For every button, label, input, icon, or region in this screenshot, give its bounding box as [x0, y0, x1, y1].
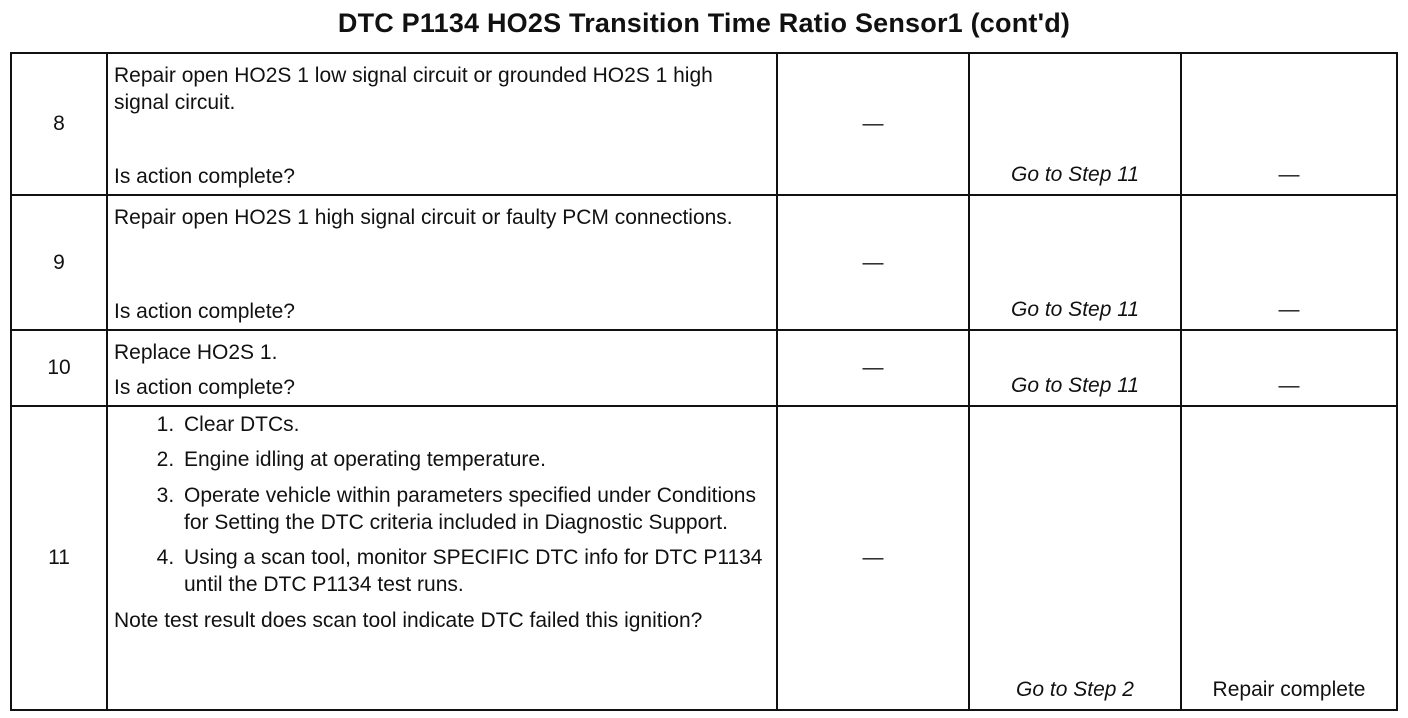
list-item: Clear DTCs.: [180, 411, 770, 438]
no-cell: —: [1180, 194, 1398, 331]
value-cell: —: [776, 52, 970, 196]
no-cell: —: [1180, 329, 1398, 407]
no-result: —: [1278, 373, 1300, 397]
action-question: Note test result does scan tool indicate…: [114, 608, 703, 632]
value-dash: —: [862, 250, 884, 274]
action-text: Replace HO2S 1.: [114, 341, 278, 364]
value-dash: —: [862, 112, 884, 136]
yes-result: Go to Step 11: [1010, 162, 1140, 186]
diagnostic-table: 8 Repair open HO2S 1 low signal circuit …: [10, 52, 1398, 711]
yes-result: Go to Step 11: [1010, 297, 1140, 321]
yes-cell: Go to Step 11: [968, 329, 1182, 407]
action-question: Is action complete?: [114, 375, 295, 399]
action-question: Is action complete?: [114, 164, 295, 188]
action-cell: Clear DTCs. Engine idling at operating t…: [106, 405, 778, 711]
page-title: DTC P1134 HO2S Transition Time Ratio Sen…: [337, 8, 1071, 38]
no-cell: —: [1180, 52, 1398, 196]
table-row: 10 Replace HO2S 1. Is action complete? —…: [10, 329, 1398, 407]
table-row: 8 Repair open HO2S 1 low signal circuit …: [10, 52, 1398, 196]
step-number: 9: [10, 194, 108, 331]
value-dash: —: [862, 356, 884, 380]
yes-cell: Go to Step 11: [968, 52, 1182, 196]
yes-result: Go to Step 11: [1010, 373, 1140, 397]
list-item: Operate vehicle within parameters specif…: [180, 482, 770, 537]
step-number: 11: [10, 405, 108, 711]
step-number: 8: [10, 52, 108, 196]
no-result: —: [1278, 162, 1300, 186]
step-number: 10: [10, 329, 108, 407]
value-cell: —: [776, 405, 970, 711]
yes-cell: Go to Step 2: [968, 405, 1182, 711]
no-result: Repair complete: [1212, 677, 1366, 701]
action-cell: Replace HO2S 1. Is action complete?: [106, 329, 778, 407]
action-question: Is action complete?: [114, 299, 295, 323]
list-item: Using a scan tool, monitor SPECIFIC DTC …: [180, 544, 770, 599]
procedure-list: Clear DTCs. Engine idling at operating t…: [114, 411, 770, 599]
action-text: Repair open HO2S 1 low signal circuit or…: [114, 64, 713, 115]
list-item: Engine idling at operating temperature.: [180, 446, 770, 473]
table-row: 11 Clear DTCs. Engine idling at operatin…: [10, 405, 1398, 711]
no-cell: Repair complete: [1180, 405, 1398, 711]
value-cell: —: [776, 194, 970, 331]
value-cell: —: [776, 329, 970, 407]
value-dash: —: [862, 546, 884, 570]
action-cell: Repair open HO2S 1 low signal circuit or…: [106, 52, 778, 196]
action-text: Repair open HO2S 1 high signal circuit o…: [114, 206, 733, 229]
yes-result: Go to Step 2: [1016, 677, 1134, 701]
table-row: 9 Repair open HO2S 1 high signal circuit…: [10, 194, 1398, 331]
no-result: —: [1278, 297, 1300, 321]
action-cell: Repair open HO2S 1 high signal circuit o…: [106, 194, 778, 331]
yes-cell: Go to Step 11: [968, 194, 1182, 331]
